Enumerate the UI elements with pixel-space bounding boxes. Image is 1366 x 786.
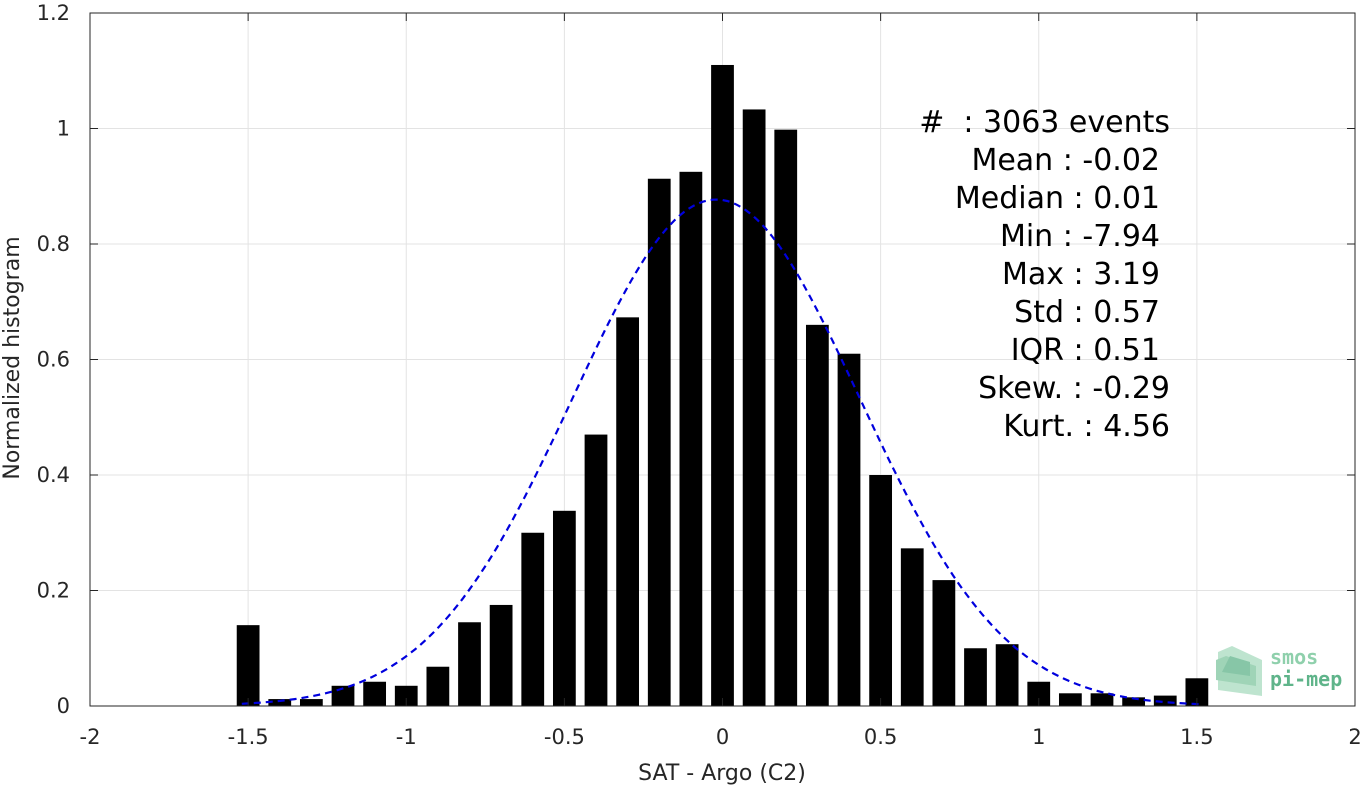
- x-tick-label: 1: [1032, 725, 1045, 749]
- x-tick-labels: -2 -1.5 -1 -0.5 0 0.5 1 1.5 2: [80, 725, 1362, 749]
- histogram-bar: [394, 685, 418, 706]
- y-tick-label: 0.4: [37, 463, 70, 487]
- histogram-bar: [964, 648, 987, 706]
- stat-max: Max : 3.19: [1002, 257, 1160, 292]
- x-tick-label: 1.5: [1180, 725, 1213, 749]
- histogram-bar: [268, 699, 292, 706]
- stat-median: Median : 0.01: [955, 181, 1160, 216]
- histogram-bar: [995, 644, 1019, 706]
- histogram-bars: [236, 64, 1209, 707]
- histogram-bar: [679, 171, 703, 706]
- axis-ticks: [89, 12, 1356, 707]
- histogram-bar: [647, 178, 671, 706]
- stats-box: # : 3063 events Mean : -0.02 Median : 0.…: [919, 105, 1170, 444]
- y-axis-label: Normalized histogram: [0, 236, 25, 479]
- stat-min: Min : -7.94: [1000, 219, 1160, 254]
- stat-events: # : 3063 events: [919, 105, 1170, 140]
- histogram-bar: [552, 510, 576, 706]
- stat-kurt: Kurt. : 4.56: [1003, 409, 1170, 444]
- histogram-bar: [1153, 695, 1177, 706]
- gaussian-fit-curve: [241, 198, 1204, 706]
- histogram-bar: [236, 625, 260, 706]
- histogram-bar: [426, 666, 450, 706]
- x-tick-label: -1: [396, 725, 417, 749]
- y-tick-label: 1: [57, 117, 70, 141]
- x-axis-label: SAT - Argo (C2): [638, 761, 806, 786]
- stat-std: Std : 0.57: [1014, 295, 1160, 330]
- y-tick-label: 1.2: [37, 1, 70, 25]
- histogram-bar: [742, 109, 766, 706]
- histogram-bar: [869, 475, 893, 706]
- histogram-bar: [489, 604, 513, 706]
- y-tick-label: 0: [57, 694, 70, 718]
- histogram-bar: [584, 434, 608, 706]
- histogram-bar: [521, 532, 545, 706]
- histogram-bar: [711, 64, 734, 707]
- histogram-bar: [900, 548, 924, 706]
- histogram-bar: [1058, 693, 1082, 706]
- histogram-bar: [1090, 693, 1114, 706]
- histogram-bar: [616, 317, 640, 706]
- histogram-bar: [1122, 697, 1146, 706]
- x-tick-label: -0.5: [544, 725, 585, 749]
- x-tick-label: 2: [1348, 725, 1361, 749]
- histogram-bar: [774, 129, 798, 706]
- logo-text-smos: smos: [1270, 645, 1318, 669]
- x-tick-label: -1.5: [228, 725, 269, 749]
- smos-pi-mep-logo: smos pi-mep: [1216, 645, 1342, 696]
- histogram-bar: [837, 353, 861, 706]
- stat-iqr: IQR : 0.51: [1011, 333, 1160, 368]
- histogram-bar: [299, 699, 323, 706]
- histogram-bar: [363, 681, 387, 706]
- histogram-bar: [458, 622, 481, 706]
- histogram-bar: [1027, 681, 1051, 706]
- x-tick-label: -2: [80, 725, 101, 749]
- y-tick-label: 0.2: [37, 579, 70, 603]
- histogram-bar: [932, 580, 956, 706]
- histogram-bar: [805, 324, 829, 706]
- y-tick-label: 0.6: [37, 348, 70, 372]
- histogram-bar: [1185, 678, 1209, 706]
- wave-icon: [1216, 646, 1262, 696]
- stat-skew: Skew. : -0.29: [978, 371, 1170, 406]
- y-tick-label: 0.8: [37, 232, 70, 256]
- stat-mean: Mean : -0.02: [971, 143, 1160, 178]
- x-tick-label: 0: [716, 725, 729, 749]
- x-tick-label: 0.5: [864, 725, 897, 749]
- logo-text-pimep: pi-mep: [1270, 667, 1342, 691]
- y-tick-labels: 0 0.2 0.4 0.6 0.8 1 1.2: [37, 1, 70, 718]
